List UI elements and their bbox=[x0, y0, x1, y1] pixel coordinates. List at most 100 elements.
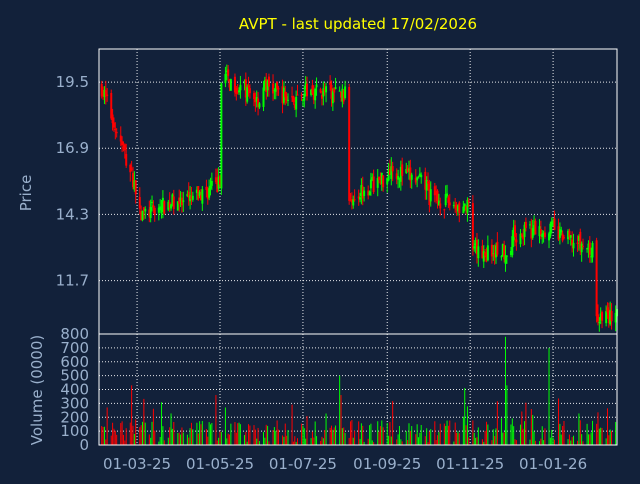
candle-body bbox=[448, 202, 451, 206]
candle-body bbox=[225, 70, 228, 73]
candle-body bbox=[380, 172, 383, 185]
candle-body bbox=[443, 209, 446, 211]
candle-body bbox=[363, 190, 366, 197]
candle-body bbox=[179, 197, 182, 202]
volume-tick-label: 0 bbox=[79, 436, 89, 454]
candle-body bbox=[198, 191, 201, 196]
candle-body bbox=[295, 96, 298, 110]
candle-body bbox=[605, 311, 608, 324]
candle-body bbox=[609, 310, 612, 325]
volume-plot-frame bbox=[98, 333, 618, 446]
candle-body bbox=[576, 242, 579, 245]
candle-body bbox=[206, 188, 209, 199]
candle-body bbox=[379, 178, 382, 180]
candle-body bbox=[258, 103, 261, 108]
candle-body bbox=[201, 189, 204, 204]
candle-body bbox=[386, 177, 389, 185]
candle-body bbox=[257, 98, 260, 107]
candle-body bbox=[255, 97, 258, 102]
volume-tick-label: 700 bbox=[60, 339, 89, 357]
candle-body bbox=[567, 230, 570, 240]
candle-body bbox=[371, 177, 374, 181]
candle-body bbox=[254, 98, 257, 103]
candle-body bbox=[538, 226, 541, 237]
candle-body bbox=[187, 191, 190, 198]
price-tick-label: 14.3 bbox=[56, 205, 89, 223]
candle-body bbox=[586, 248, 589, 250]
candle-body bbox=[334, 87, 337, 89]
candle-body bbox=[549, 223, 552, 237]
candle-body bbox=[159, 206, 162, 211]
candle-body bbox=[357, 196, 360, 199]
candle-body bbox=[406, 167, 409, 172]
candle-body bbox=[390, 166, 393, 179]
candle-body bbox=[134, 180, 137, 195]
price-candles bbox=[100, 64, 618, 332]
candle-body bbox=[323, 89, 326, 92]
candle-body bbox=[167, 201, 170, 210]
candle-body bbox=[543, 232, 546, 237]
candle-body bbox=[153, 207, 156, 216]
candle-body bbox=[340, 91, 343, 98]
candle-body bbox=[481, 245, 484, 259]
candle-body bbox=[217, 176, 220, 189]
x-tick-labels: 01-03-25 01-05-25 01-07-25 01-09-25 01-11-25… bbox=[103, 455, 587, 473]
candle-body bbox=[391, 166, 394, 172]
candle-body bbox=[387, 169, 390, 181]
candle-body bbox=[591, 243, 594, 258]
candle-body bbox=[344, 86, 347, 99]
candle-body bbox=[504, 255, 507, 264]
candle-body bbox=[398, 177, 401, 179]
candle-body bbox=[265, 78, 268, 92]
candle-body bbox=[170, 204, 173, 209]
candle-body bbox=[462, 206, 465, 214]
candle-body bbox=[125, 154, 128, 166]
candle-body bbox=[515, 239, 518, 243]
candle-body bbox=[310, 89, 313, 95]
candle-body bbox=[519, 233, 522, 245]
candle-body bbox=[512, 227, 515, 241]
candle-body bbox=[433, 186, 436, 196]
candle-body bbox=[149, 207, 152, 218]
candle-body bbox=[216, 178, 219, 193]
candle-body bbox=[607, 309, 610, 324]
candle-body bbox=[477, 246, 480, 259]
candle-body bbox=[514, 225, 517, 237]
candle-body bbox=[210, 180, 213, 186]
candle-body bbox=[369, 179, 372, 189]
candle-body bbox=[102, 94, 105, 96]
candle-body bbox=[446, 193, 449, 197]
candle-body bbox=[157, 207, 160, 213]
candle-body bbox=[492, 253, 495, 255]
candle-body bbox=[484, 252, 487, 256]
candle-body bbox=[140, 211, 143, 221]
candle-body bbox=[606, 307, 609, 313]
candle-body bbox=[588, 242, 591, 255]
candle-body bbox=[474, 243, 477, 246]
x-tick-label: 01-01-26 bbox=[519, 455, 587, 473]
candle-body bbox=[333, 87, 336, 93]
candle-body bbox=[163, 201, 166, 214]
volume-tick-label: 800 bbox=[60, 325, 89, 343]
x-tick-label: 01-05-25 bbox=[186, 455, 254, 473]
candle-body bbox=[427, 181, 430, 184]
candle-body bbox=[282, 87, 285, 103]
candle-body bbox=[235, 88, 238, 94]
candle-body bbox=[227, 69, 230, 76]
candle-body bbox=[130, 168, 133, 170]
candle-body bbox=[458, 202, 461, 213]
candle-body bbox=[420, 174, 423, 178]
price-tick-label: 16.9 bbox=[56, 139, 89, 157]
candle-body bbox=[320, 94, 323, 99]
candle-body bbox=[349, 199, 352, 202]
candle-body bbox=[496, 241, 499, 255]
candle-body bbox=[144, 208, 147, 212]
candle-body bbox=[580, 243, 583, 253]
candle-body bbox=[414, 177, 417, 183]
candle-body bbox=[220, 83, 223, 189]
candle-body bbox=[304, 82, 307, 90]
x-tick-label: 01-03-25 bbox=[103, 455, 171, 473]
candle-body bbox=[236, 91, 239, 93]
candle-body bbox=[123, 144, 126, 151]
candle-body bbox=[306, 83, 309, 97]
